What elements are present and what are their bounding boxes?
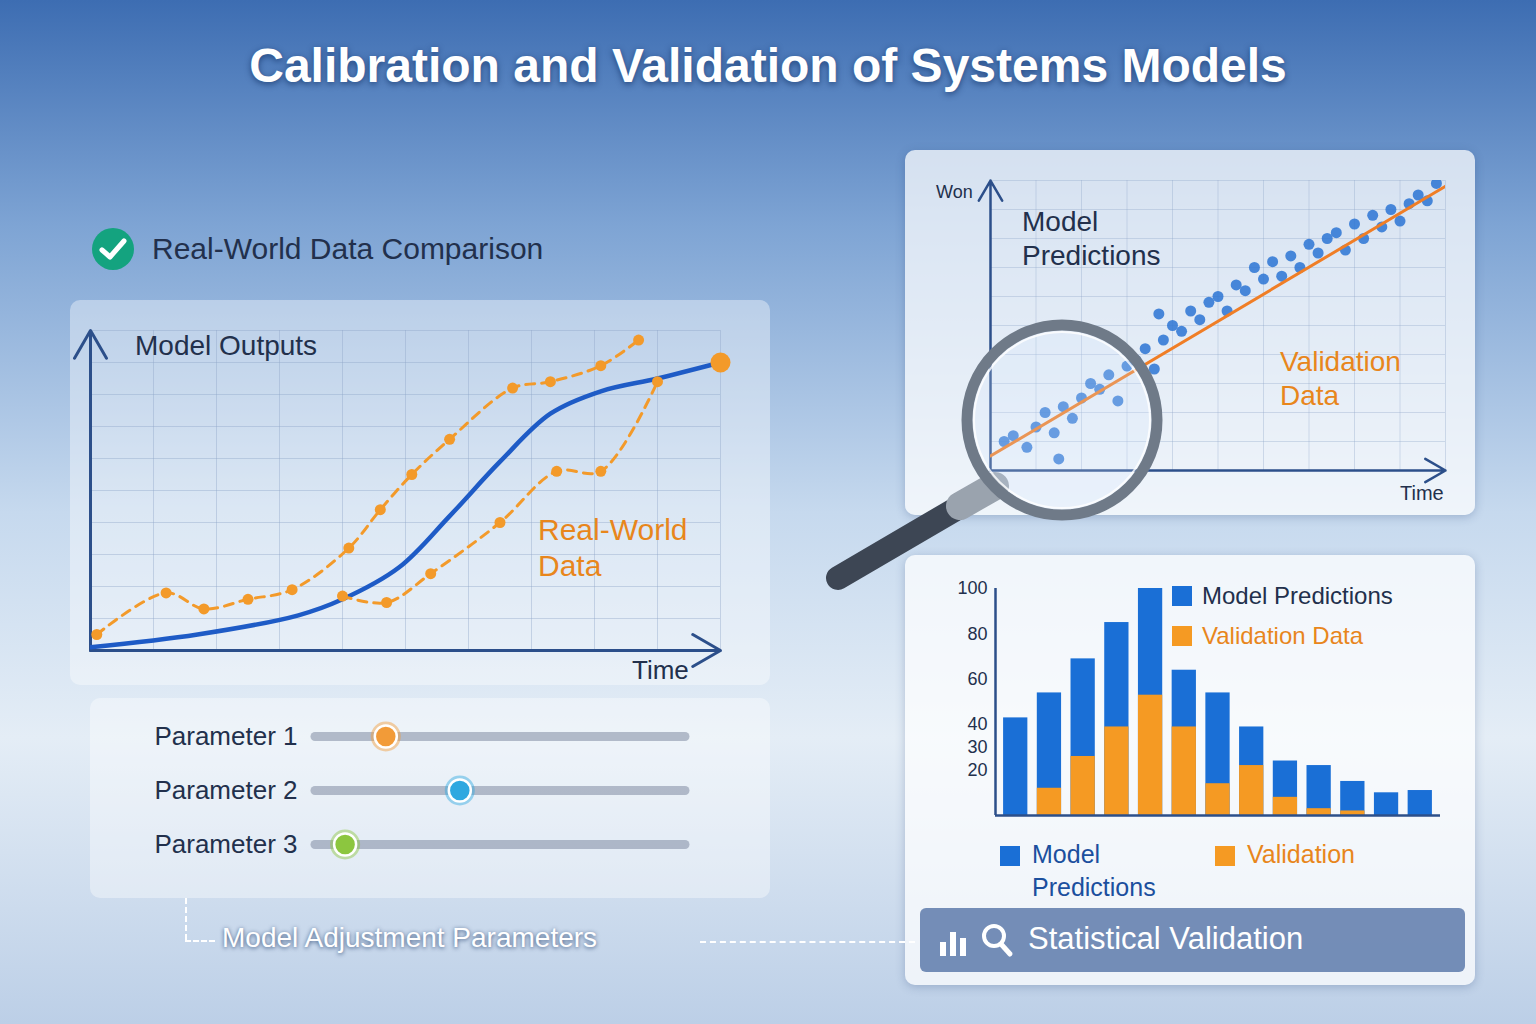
- html-text:Statistical Validation: Statistical Validation: [1028, 921, 1304, 956]
- svg-text:Parameter 2: Parameter 2: [154, 775, 297, 805]
- svg-text:30: 30: [967, 737, 987, 757]
- html-text:Model Adjustment Parameters: Model Adjustment Parameters: [222, 922, 598, 953]
- html-text:Calibration and Validation of: Calibration and Validation of Systems Mo…: [249, 39, 1287, 92]
- svg-text:Parameter 3: Parameter 3: [154, 829, 297, 859]
- html-text:Validation Data: Validation Data: [1280, 346, 1401, 411]
- html-text:Model Outputs: Model Outputs: [135, 330, 318, 361]
- svg-text:60: 60: [967, 669, 987, 689]
- html-text:Model Predictions: Model Predictions: [1032, 840, 1156, 901]
- svg-text:100: 100: [957, 578, 987, 598]
- svg-text:20: 20: [967, 760, 987, 780]
- html-text:Time: Time: [632, 655, 689, 685]
- html-text:Real-World Data: Real-World Data: [538, 513, 688, 582]
- html-text:Model Predictions: Model Predictions: [1022, 206, 1161, 271]
- html-text:Validation: Validation: [1247, 840, 1355, 868]
- html-text:Model Predictions: Model Predictions: [1202, 582, 1393, 609]
- html-text:Validation Data: Validation Data: [1202, 622, 1363, 649]
- html-text:Real-World Data Comparison: Real-World Data Comparison: [152, 232, 544, 265]
- html-text:Won: Won: [936, 182, 973, 202]
- svg-text:Parameter 1: Parameter 1: [154, 721, 297, 751]
- html-text:Time: Time: [1400, 482, 1444, 504]
- svg-text:80: 80: [967, 624, 987, 644]
- svg-text:40: 40: [967, 714, 987, 734]
